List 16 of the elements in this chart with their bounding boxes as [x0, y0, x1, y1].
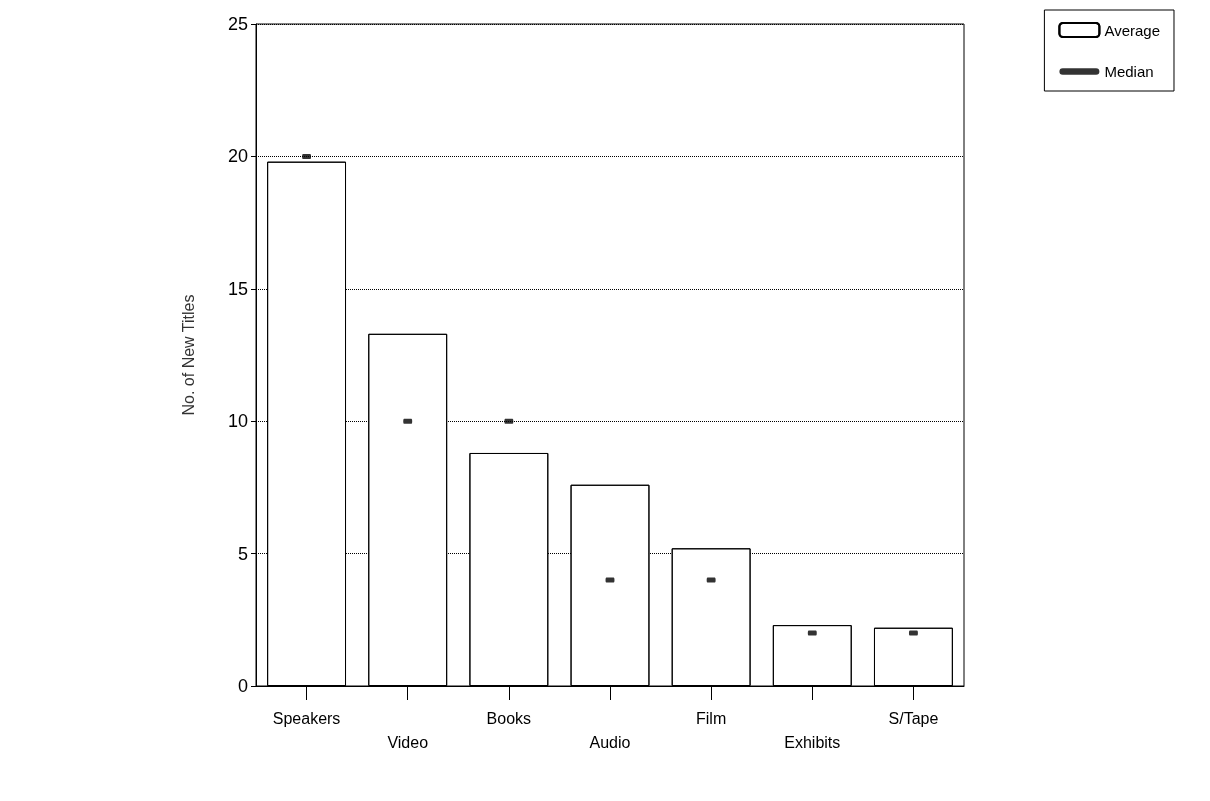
y-axis-title: No. of New Titles	[179, 294, 197, 416]
x-tick-label: Film	[696, 709, 727, 727]
y-tick-label: 15	[227, 278, 248, 299]
x-tick-label: Video	[387, 733, 429, 751]
x-tick-label: Speakers	[272, 709, 341, 727]
legend-label: Average	[1104, 21, 1161, 39]
x-tick-label: S/Tape	[888, 709, 939, 727]
x-tick-label: Exhibits	[784, 733, 841, 751]
x-tick-label: Books	[486, 709, 532, 727]
y-tick-label: 5	[237, 543, 248, 564]
x-tick-label: Audio	[589, 733, 631, 751]
y-tick-label: 0	[237, 676, 248, 696]
y-tick-label: 10	[227, 411, 248, 432]
legend-label: Median	[1104, 63, 1154, 80]
y-tick-label: 20	[227, 146, 248, 167]
y-tick-label: 25	[227, 14, 248, 34]
